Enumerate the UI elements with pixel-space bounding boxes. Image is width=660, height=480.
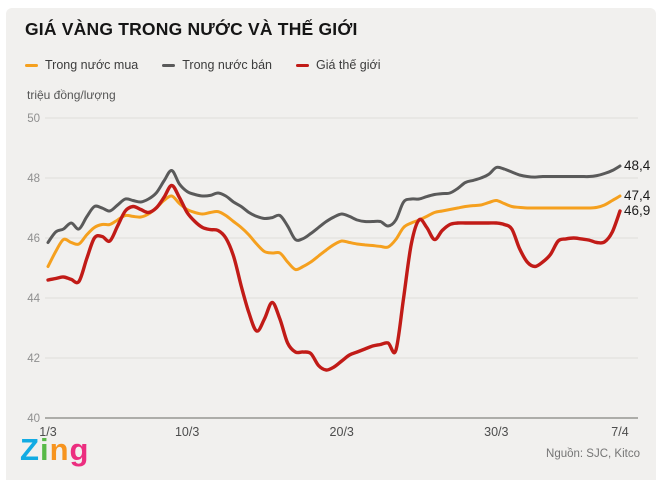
series-end-value-label: 47,4 bbox=[624, 188, 651, 203]
logo-letter: Z bbox=[20, 432, 40, 467]
series-line-2 bbox=[46, 183, 622, 372]
legend-item-gia-the-gioi: Giá thế giới bbox=[296, 58, 380, 72]
x-tick-label: 10/3 bbox=[175, 425, 199, 439]
legend-item-trong-nuoc-mua: Trong nước mua bbox=[25, 58, 138, 72]
chart-title: GIÁ VÀNG TRONG NƯỚC VÀ THẾ GIỚI bbox=[25, 19, 358, 39]
legend-swatch-red bbox=[296, 63, 309, 67]
chart-card bbox=[6, 8, 656, 480]
x-tick-label: 7/4 bbox=[611, 425, 628, 439]
y-tick-label: 50 bbox=[27, 113, 40, 125]
y-tick-label: 40 bbox=[27, 413, 40, 425]
y-tick-label: 48 bbox=[27, 173, 40, 185]
y-tick-label: 42 bbox=[27, 353, 40, 365]
y-axis-unit-label: triệu đồng/lượng bbox=[27, 88, 116, 102]
series-end-value-label: 48,4 bbox=[624, 158, 651, 173]
legend-label: Trong nước mua bbox=[45, 58, 139, 72]
logo-letter: n bbox=[49, 432, 70, 467]
legend: Trong nước mua Trong nước bán Giá thế gi… bbox=[25, 58, 380, 72]
legend-item-trong-nuoc-ban: Trong nước bán bbox=[162, 58, 272, 72]
x-tick-label: 30/3 bbox=[484, 425, 508, 439]
series-end-value-label: 46,9 bbox=[624, 203, 650, 218]
legend-label: Trong nước bán bbox=[182, 58, 272, 72]
series-line-0 bbox=[46, 194, 622, 272]
legend-label: Giá thế giới bbox=[316, 58, 381, 72]
zing-logo: Zing bbox=[20, 434, 89, 465]
source-credit: Nguồn: SJC, Kitco bbox=[546, 448, 640, 460]
x-tick-label: 20/3 bbox=[330, 425, 354, 439]
series-line-1 bbox=[46, 164, 622, 244]
logo-letter: g bbox=[69, 432, 90, 467]
y-tick-label: 46 bbox=[27, 233, 40, 245]
y-tick-label: 44 bbox=[27, 293, 40, 305]
legend-swatch-orange bbox=[25, 63, 38, 67]
legend-swatch-gray bbox=[162, 63, 176, 67]
x-tick-label: 1/3 bbox=[39, 425, 56, 439]
logo-letter: i bbox=[39, 432, 50, 467]
